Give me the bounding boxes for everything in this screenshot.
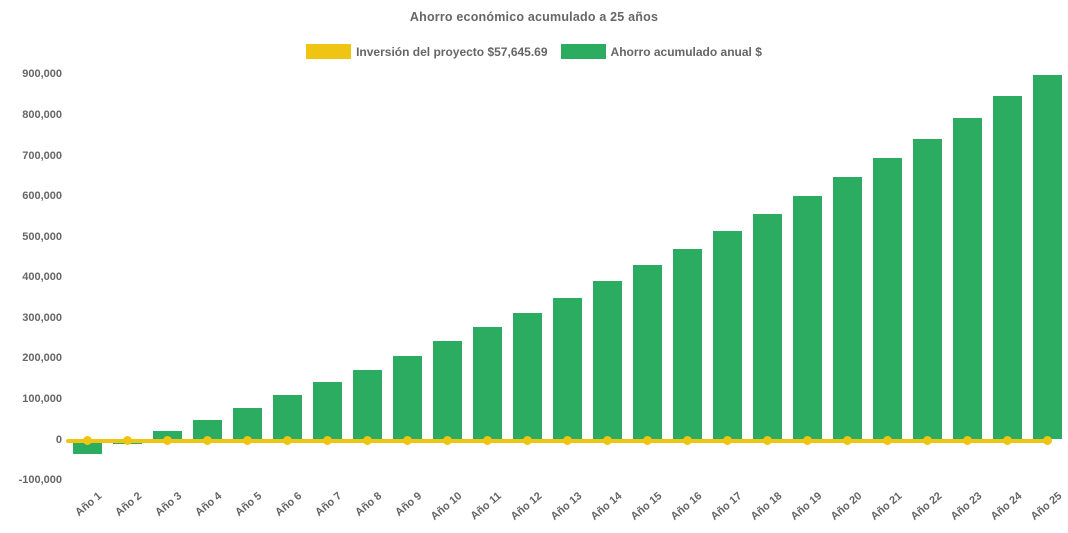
investment-line-marker xyxy=(683,436,692,445)
investment-line-marker xyxy=(203,436,212,445)
y-axis-tick-label: 100,000 xyxy=(22,392,62,405)
investment-line-marker xyxy=(243,436,252,445)
legend-item-inversion: Inversión del proyecto $57,645.69 xyxy=(306,44,548,59)
legend-label-inversion: Inversión del proyecto $57,645.69 xyxy=(356,44,548,59)
bar-ano-16 xyxy=(673,249,702,440)
bar-ano-14 xyxy=(593,280,622,440)
legend-swatch-ahorro-icon xyxy=(560,44,606,59)
x-axis-tick-label: Año 14 xyxy=(588,490,625,523)
investment-line-marker xyxy=(83,436,92,445)
bar-ano-23 xyxy=(953,117,982,440)
bar-ano-5 xyxy=(233,407,262,440)
investment-line-marker xyxy=(163,436,172,445)
y-axis-tick-label: 500,000 xyxy=(22,230,62,243)
bar-ano-6 xyxy=(273,394,302,440)
x-axis-tick-label: Año 23 xyxy=(948,490,985,523)
bar-ano-11 xyxy=(473,327,502,440)
investment-line-marker xyxy=(723,436,732,445)
x-axis-tick-label: Año 25 xyxy=(1028,490,1065,523)
y-axis-tick-label: 0 xyxy=(55,433,62,446)
x-axis-tick-label: Año 5 xyxy=(233,490,265,519)
bar-ano-9 xyxy=(393,355,422,440)
x-axis-tick-label: Año 1 xyxy=(73,490,105,519)
investment-line-marker xyxy=(843,436,852,445)
x-axis-tick-label: Año 12 xyxy=(508,490,545,523)
x-axis-tick-label: Año 17 xyxy=(708,490,745,523)
investment-line-marker xyxy=(323,436,332,445)
x-axis-tick-label: Año 11 xyxy=(468,490,505,523)
investment-line-marker xyxy=(603,436,612,445)
investment-line-marker xyxy=(443,436,452,445)
investment-line xyxy=(66,438,1048,443)
bar-ano-8 xyxy=(353,369,382,440)
x-axis-tick-label: Año 10 xyxy=(428,490,465,523)
legend: Inversión del proyecto $57,645.69 Ahorro… xyxy=(0,44,1068,59)
investment-line-marker xyxy=(963,436,972,445)
y-axis-tick-label: 900,000 xyxy=(22,68,62,81)
bar-ano-17 xyxy=(713,231,742,440)
x-axis-tick-label: Año 21 xyxy=(868,490,905,523)
x-axis-tick-label: Año 2 xyxy=(113,490,145,519)
investment-line-marker xyxy=(803,436,812,445)
bar-ano-12 xyxy=(513,312,542,440)
x-axis-tick-label: Año 18 xyxy=(748,490,785,523)
x-axis-tick-label: Año 24 xyxy=(988,490,1025,523)
x-axis-tick-label: Año 15 xyxy=(628,490,665,523)
y-axis-tick-label: 300,000 xyxy=(22,311,62,324)
y-axis-tick-label: 800,000 xyxy=(22,109,62,122)
bar-ano-13 xyxy=(553,297,582,440)
x-axis-tick-label: Año 6 xyxy=(273,490,305,519)
investment-line-marker xyxy=(483,436,492,445)
x-axis-tick-label: Año 7 xyxy=(313,490,345,519)
investment-line-marker xyxy=(123,436,132,445)
investment-line-marker xyxy=(1003,436,1012,445)
bar-ano-24 xyxy=(993,96,1022,440)
legend-swatch-inversion-icon xyxy=(306,44,352,59)
bar-ano-19 xyxy=(793,196,822,440)
bar-ano-18 xyxy=(753,213,782,440)
investment-line-marker xyxy=(643,436,652,445)
bar-ano-25 xyxy=(1033,74,1062,440)
investment-line-marker xyxy=(1043,436,1052,445)
legend-item-ahorro: Ahorro acumulado anual $ xyxy=(560,44,762,59)
bar-ano-1 xyxy=(73,439,102,455)
x-axis-tick-label: Año 3 xyxy=(153,490,185,519)
y-axis-tick-label: 200,000 xyxy=(22,352,62,365)
y-axis-tick-label: -100,000 xyxy=(18,474,62,487)
x-axis-tick-label: Año 4 xyxy=(193,490,225,519)
bar-ano-3 xyxy=(153,430,182,440)
x-axis-tick-label: Año 16 xyxy=(668,490,705,523)
x-axis-tick-label: Año 9 xyxy=(393,490,425,519)
investment-line-marker xyxy=(523,436,532,445)
x-axis-tick-label: Año 22 xyxy=(908,490,945,523)
chart-title: Ahorro económico acumulado a 25 años xyxy=(409,10,659,24)
legend-label-ahorro: Ahorro acumulado anual $ xyxy=(610,44,762,59)
investment-line-marker xyxy=(283,436,292,445)
x-axis-tick-label: Año 20 xyxy=(828,490,865,523)
y-axis-tick-label: 600,000 xyxy=(22,190,62,203)
bar-ano-22 xyxy=(913,138,942,440)
x-axis-tick-label: Año 8 xyxy=(353,490,385,519)
bar-ano-10 xyxy=(433,340,462,440)
bar-ano-15 xyxy=(633,265,662,440)
investment-line-marker xyxy=(363,436,372,445)
x-axis-tick-label: Año 13 xyxy=(548,490,585,523)
investment-line-marker xyxy=(403,436,412,445)
bar-ano-20 xyxy=(833,177,862,440)
investment-line-marker xyxy=(883,436,892,445)
x-axis-tick-label: Año 19 xyxy=(788,490,825,523)
investment-line-marker xyxy=(563,436,572,445)
bar-ano-7 xyxy=(313,382,342,440)
investment-line-marker xyxy=(763,436,772,445)
y-axis-tick-label: 700,000 xyxy=(22,149,62,162)
y-axis-tick-label: 400,000 xyxy=(22,271,62,284)
bar-ano-21 xyxy=(873,158,902,440)
bar-ano-4 xyxy=(193,420,222,440)
investment-line-marker xyxy=(923,436,932,445)
